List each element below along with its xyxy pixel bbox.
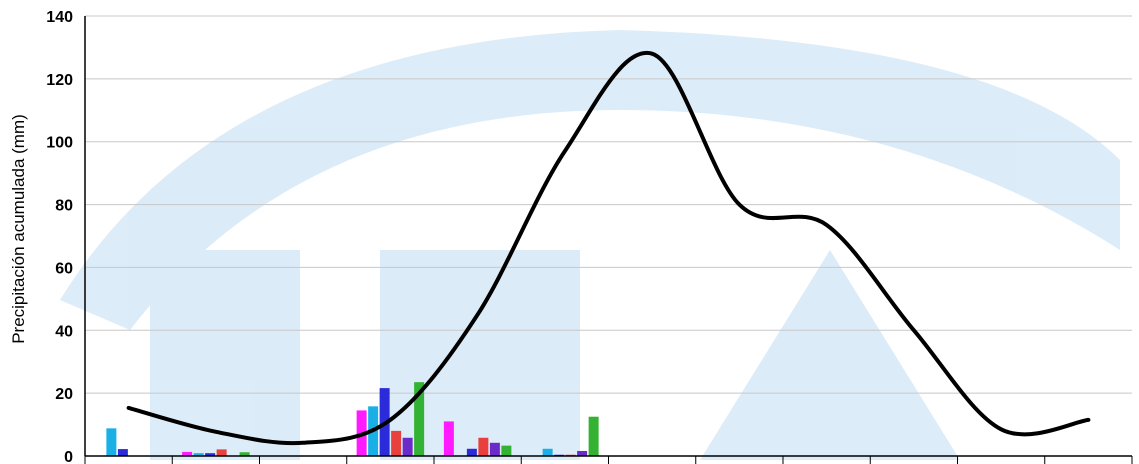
- bar: [239, 452, 250, 456]
- bar: [501, 445, 512, 456]
- watermark-logo: [60, 30, 1120, 460]
- bar: [466, 448, 477, 456]
- bar: [391, 430, 402, 456]
- y-tick-labels: 0 20 40 60 80 100 120 140: [46, 9, 73, 464]
- data-line: [126, 50, 1091, 446]
- axes: [84, 16, 1133, 464]
- y-tick-label: 140: [46, 9, 73, 26]
- grid: [85, 15, 1132, 394]
- bar: [193, 453, 204, 456]
- bar: [182, 451, 193, 456]
- bar: [542, 448, 553, 456]
- bar: [577, 450, 588, 456]
- bar: [106, 428, 117, 456]
- y-axis-label: Precipitación acumulada (mm): [9, 114, 28, 344]
- y-tick-label: 120: [46, 72, 73, 89]
- bar: [443, 421, 454, 456]
- y-tick-label: 0: [64, 449, 73, 464]
- bar: [489, 442, 500, 456]
- y-tick-label: 20: [55, 386, 73, 403]
- y-tick-label: 40: [55, 323, 73, 340]
- bar: [402, 437, 413, 456]
- bar: [414, 382, 425, 456]
- bar: [216, 449, 227, 456]
- bar: [478, 437, 489, 456]
- y-tick-label: 100: [46, 135, 73, 152]
- bar: [117, 449, 128, 456]
- y-tick-label: 60: [55, 260, 73, 277]
- y-tick-label: 80: [55, 198, 73, 215]
- bar: [205, 453, 216, 456]
- bar: [588, 416, 599, 456]
